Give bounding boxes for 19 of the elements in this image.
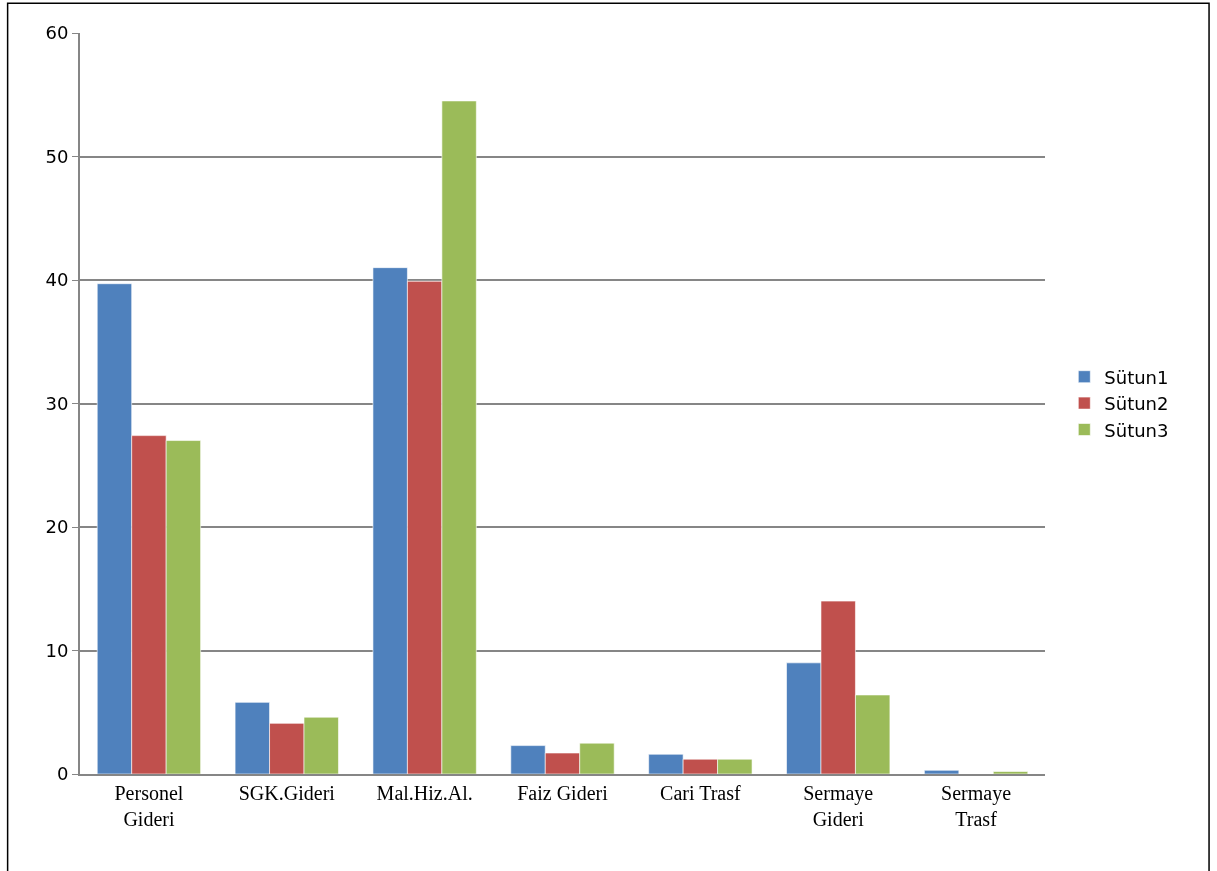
x-tick-label: Sermaye Trasf: [941, 782, 1012, 830]
y-tick-label: 10: [45, 639, 69, 661]
y-tick-label: 40: [45, 269, 69, 291]
y-tick-label: 0: [56, 763, 69, 785]
y-tick-label: 20: [45, 516, 69, 538]
y-tick-label: 50: [45, 145, 69, 167]
x-tick-label: Sermaye Gideri: [803, 782, 874, 830]
bar: [993, 771, 1029, 774]
x-tick-label: SGK.Gideri: [238, 782, 336, 804]
x-tick-label: Mal.Hiz.Al.: [376, 782, 473, 804]
legend-label: Sütun1: [1104, 366, 1169, 388]
bar: [924, 770, 960, 774]
x-tick-label: Cari Trasf: [660, 782, 741, 804]
x-tick-label: Faiz Gideri: [517, 782, 609, 804]
y-tick-label: 60: [45, 22, 69, 44]
x-tick-label: Personel Gideri: [114, 782, 184, 830]
legend-label: Sütun3: [1104, 419, 1169, 441]
y-tick-label: 30: [45, 392, 69, 414]
legend-label: Sütun2: [1104, 393, 1169, 415]
